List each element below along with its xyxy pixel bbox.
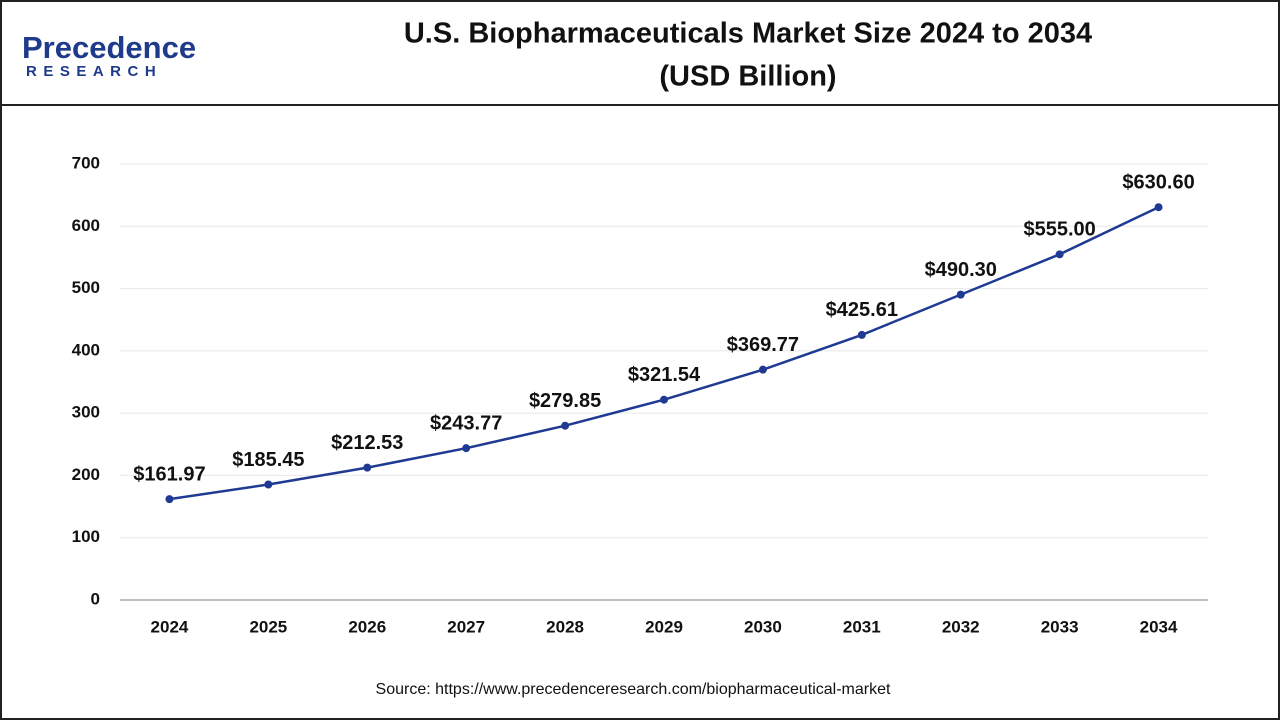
y-tick-label: 100 xyxy=(72,527,100,546)
y-tick-label: 400 xyxy=(72,340,100,359)
y-tick-label: 200 xyxy=(72,465,100,484)
marker xyxy=(1154,203,1163,212)
x-tick-label: 2028 xyxy=(546,617,584,636)
value-label: $212.53 xyxy=(331,432,403,454)
y-tick-label: 500 xyxy=(72,278,100,297)
value-label: $630.60 xyxy=(1122,172,1194,194)
value-label: $321.54 xyxy=(628,364,701,386)
source-note: Source: https://www.precedenceresearch.c… xyxy=(376,681,891,698)
value-label: $490.30 xyxy=(925,259,997,281)
marker xyxy=(462,444,471,453)
x-tick-label: 2027 xyxy=(447,617,485,636)
x-tick-label: 2033 xyxy=(1041,617,1079,636)
x-tick-label: 2025 xyxy=(249,617,287,636)
x-tick-label: 2030 xyxy=(744,617,782,636)
chart-title: U.S. Biopharmaceuticals Market Size 2024… xyxy=(404,18,1092,50)
x-tick-label: 2034 xyxy=(1140,617,1178,636)
x-tick-label: 2029 xyxy=(645,617,683,636)
marker xyxy=(956,290,965,299)
marker xyxy=(1055,250,1064,259)
marker xyxy=(561,421,570,430)
value-label: $243.77 xyxy=(430,412,502,434)
marker xyxy=(660,395,668,404)
value-label: $279.85 xyxy=(529,390,601,412)
x-tick-label: 2031 xyxy=(843,617,881,636)
logo-name: Precedence xyxy=(22,30,196,65)
y-tick-label: 300 xyxy=(72,403,100,422)
value-label: $555.00 xyxy=(1023,219,1095,241)
value-label: $369.77 xyxy=(727,334,799,356)
line xyxy=(169,206,1160,501)
x-tick-label: 2024 xyxy=(151,617,189,636)
value-label: $185.45 xyxy=(232,449,304,471)
chart-subtitle: (USD Billion) xyxy=(659,61,836,93)
marker xyxy=(758,365,767,374)
y-tick-label: 700 xyxy=(72,153,100,172)
logo-tagline: RESEARCH xyxy=(26,63,162,80)
marker xyxy=(857,330,866,339)
value-label: $161.97 xyxy=(133,463,205,485)
y-tick-label: 600 xyxy=(72,216,100,235)
logo: Precedence RESEARCH xyxy=(22,30,196,80)
value-label: $425.61 xyxy=(826,299,898,321)
y-tick-label: 0 xyxy=(91,589,100,608)
x-tick-label: 2032 xyxy=(942,617,980,636)
x-tick-label: 2026 xyxy=(348,617,386,636)
marker xyxy=(264,480,273,489)
marker xyxy=(363,463,372,472)
marker xyxy=(165,495,174,504)
